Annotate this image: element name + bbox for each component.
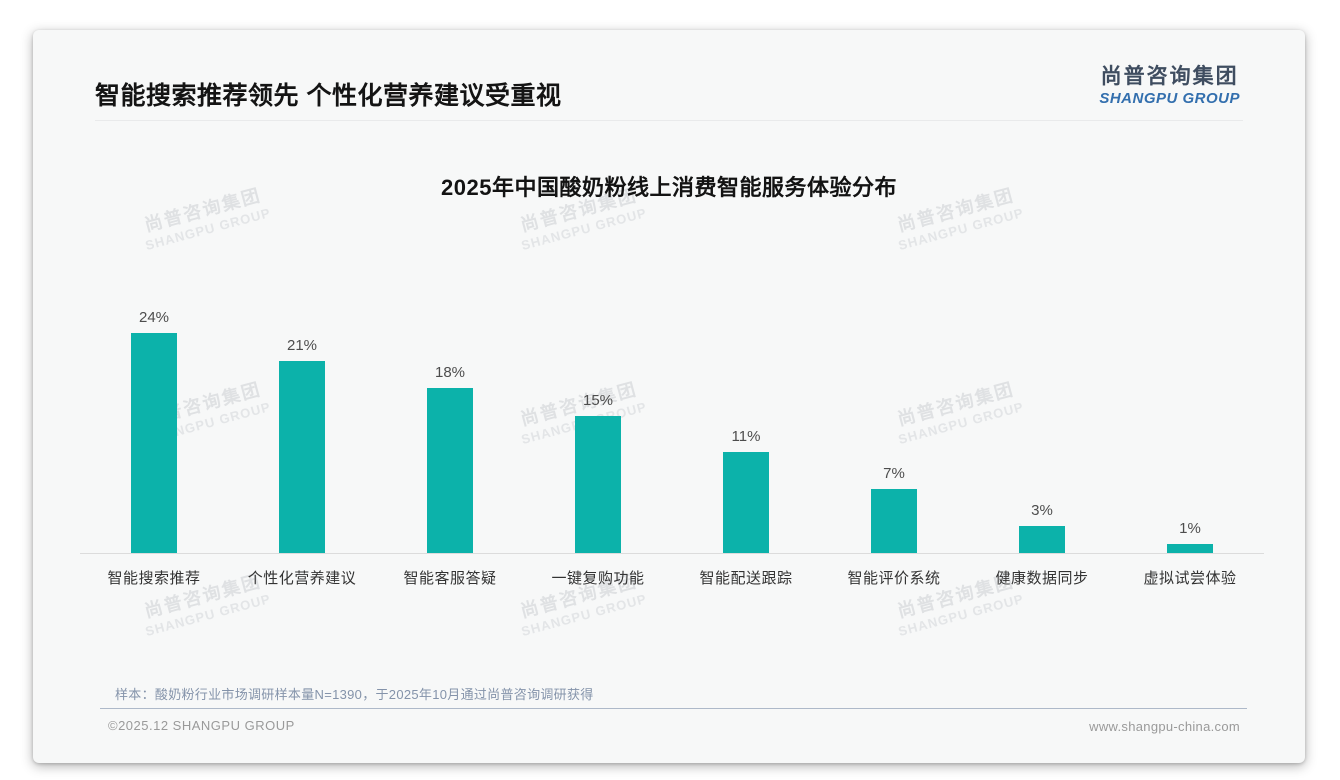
bar-value-label: 18%	[434, 364, 466, 381]
logo-chinese-text: 尚普咨询集团	[1100, 65, 1239, 88]
page-title: 智能搜索推荐领先 个性化营养建议受重视	[95, 82, 562, 110]
bar-value-label: 1%	[1179, 520, 1201, 537]
chart-title: 2025年中国酸奶粉线上消费智能服务体验分布	[441, 175, 897, 200]
category-label: 一键复购功能	[551, 570, 645, 587]
bar-value-label: 21%	[286, 337, 318, 354]
bar	[723, 452, 769, 553]
bar-column: 11%	[672, 303, 820, 553]
category-label: 智能搜索推荐	[107, 570, 201, 587]
bar-column: 21%	[228, 303, 376, 553]
company-logo: 尚普咨询集团 SHANGPU GROUP	[1099, 60, 1240, 107]
bar	[279, 361, 325, 553]
sample-footnote: 样本：酸奶粉行业市场调研样本量N=1390，于2025年10月通过尚普咨询调研获…	[115, 687, 594, 702]
category-label: 个性化营养建议	[247, 570, 357, 587]
bar	[575, 416, 621, 553]
bar	[427, 388, 473, 553]
bar-value-label: 11%	[731, 428, 761, 445]
watermark-english-text: SHANGPU GROUP	[519, 591, 649, 640]
footer-divider	[100, 708, 1247, 709]
bar-value-label: 7%	[883, 465, 905, 482]
header-divider	[95, 120, 1243, 121]
bar	[131, 333, 177, 553]
x-axis-line	[80, 553, 1264, 554]
copyright-text: ©2025.12 SHANGPU GROUP	[108, 718, 295, 733]
bar-column: 3%	[968, 303, 1116, 553]
watermark-english-text: SHANGPU GROUP	[896, 205, 1026, 254]
category-row: 智能搜索推荐 个性化营养建议 智能客服答疑 一键复购功能 智能配送跟踪 智能评价系统 健康数…	[80, 567, 1264, 588]
bar-column: 1%	[1116, 303, 1264, 553]
category-label: 智能客服答疑	[403, 570, 497, 587]
bar-column: 18%	[376, 303, 524, 553]
slide-card: 尚普咨询集团 SHANGPU GROUP 尚普咨询集团 SHANGPU GROUP 尚普…	[33, 30, 1305, 763]
watermark-english-text: SHANGPU GROUP	[519, 205, 649, 254]
category-label: 健康数据同步	[995, 570, 1089, 587]
watermark-english-text: SHANGPU GROUP	[143, 205, 273, 254]
bar	[1167, 544, 1213, 553]
watermark-english-text: SHANGPU GROUP	[896, 591, 1026, 640]
bar-column: 24%	[80, 303, 228, 553]
bar-column: 7%	[820, 303, 968, 553]
category-label: 智能评价系统	[847, 570, 941, 587]
bar-value-label: 3%	[1031, 502, 1053, 519]
bar	[1019, 526, 1065, 553]
bar	[871, 489, 917, 553]
category-label: 智能配送跟踪	[699, 570, 793, 587]
bar-value-label: 15%	[582, 392, 614, 409]
website-url: www.shangpu-china.com	[1089, 719, 1240, 734]
category-label: 虚拟试尝体验	[1143, 570, 1237, 587]
watermark-english-text: SHANGPU GROUP	[143, 591, 273, 640]
bar-plot: 24% 21% 18% 15% 11% 7% 3% 1%	[80, 303, 1264, 553]
bar-value-label: 24%	[138, 309, 170, 326]
logo-english-text: SHANGPU GROUP	[1099, 90, 1240, 107]
bar-column: 15%	[524, 303, 672, 553]
